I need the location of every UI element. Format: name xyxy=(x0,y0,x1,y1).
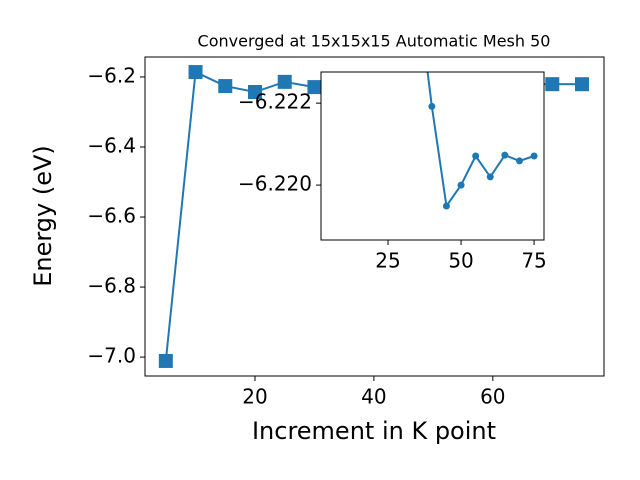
series xyxy=(426,72,538,210)
marker xyxy=(158,353,173,368)
plot-frame xyxy=(320,71,545,241)
marker xyxy=(545,77,560,92)
y-tick-label: −6.4 xyxy=(87,133,136,157)
marker xyxy=(218,79,233,94)
marker xyxy=(530,152,538,160)
x-tick-label: 25 xyxy=(375,249,400,273)
y-tick-label: −6.220 xyxy=(238,172,312,196)
chart-title: Converged at 15x15x15 Automatic Mesh 50 xyxy=(198,32,551,51)
x-tick-label: 50 xyxy=(448,249,473,273)
marker xyxy=(575,77,590,92)
marker xyxy=(442,202,450,210)
y-tick-label: −6.2 xyxy=(87,63,136,87)
marker xyxy=(428,102,436,110)
marker xyxy=(486,173,494,181)
marker xyxy=(188,65,203,80)
y-tick-label: −7.0 xyxy=(87,344,136,368)
y-tick-label: −6.222 xyxy=(238,90,312,114)
marker xyxy=(515,157,523,165)
marker xyxy=(501,151,509,159)
y-axis-label: Energy (eV) xyxy=(29,145,57,287)
x-tick-label: 60 xyxy=(480,385,505,409)
marker xyxy=(247,85,262,100)
x-tick-label: 75 xyxy=(521,249,546,273)
marker xyxy=(472,152,480,160)
plot-frame xyxy=(144,56,605,377)
y-tick-label: −6.8 xyxy=(87,274,136,298)
x-tick-label: 20 xyxy=(242,385,267,409)
marker xyxy=(307,80,322,95)
marker xyxy=(457,181,465,189)
marker xyxy=(277,74,292,89)
x-axis-label: Increment in K point xyxy=(252,417,496,445)
x-tick-label: 40 xyxy=(361,385,386,409)
plot-area xyxy=(321,72,544,240)
y-tick-label: −6.6 xyxy=(87,204,136,228)
